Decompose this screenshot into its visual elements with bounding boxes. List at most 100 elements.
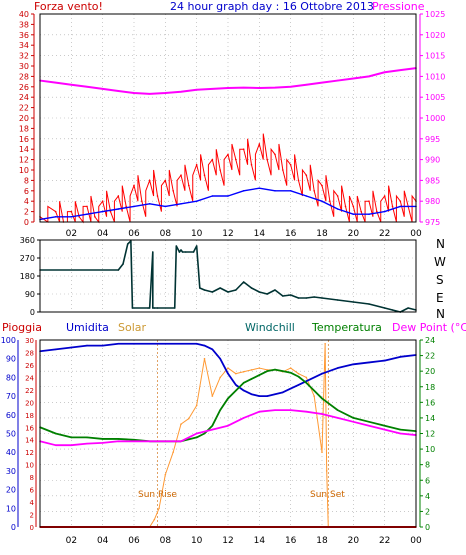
series-pressure-point <box>336 79 339 82</box>
wind-gust-point <box>321 184 323 187</box>
panel3-x-tick-label: 14 <box>254 536 266 546</box>
series-humidity-point <box>117 342 120 345</box>
wind-gust-point <box>297 179 300 182</box>
series-temperature-point <box>54 432 57 435</box>
series-pressure-point <box>54 81 57 84</box>
series-wind-direction-point <box>122 263 124 265</box>
series-wind-direction-point <box>227 291 229 293</box>
panel1-left-tick-label: 20 <box>19 114 29 123</box>
series-humidity-point <box>321 372 323 375</box>
series-temperature-point <box>242 382 245 384</box>
series-wind-avg-point <box>54 216 57 218</box>
series-dewpoint-point <box>180 440 182 443</box>
wind-gust-point <box>289 164 292 166</box>
series-humidity-point <box>383 359 386 362</box>
solar-axis-title: Solar <box>118 321 147 334</box>
series-pressure-point <box>148 93 151 95</box>
series-temperature-point <box>211 424 214 427</box>
series-wind-direction-point <box>242 281 245 283</box>
series-solar-point <box>180 423 182 425</box>
panel3-x-tick-label: 04 <box>97 536 109 546</box>
panel1-right-tick-label: 1020 <box>425 31 445 40</box>
panel1-x-tick-label: 18 <box>316 229 328 239</box>
wind-gust-point <box>70 210 73 213</box>
series-temperature-point <box>352 417 355 419</box>
humidity-axis-title: Umidita <box>66 321 109 334</box>
series-humidity-point <box>70 346 73 349</box>
wind-gust-point <box>141 200 143 202</box>
series-temperature-point <box>368 421 370 423</box>
series-humidity-point <box>235 384 237 386</box>
series-wind-direction-point <box>235 289 237 291</box>
series-temperature-point <box>258 374 261 376</box>
series-solar-point <box>289 367 292 369</box>
wind-gust-point <box>148 179 151 182</box>
series-dewpoint-point <box>321 413 323 415</box>
panel1-frame <box>39 13 417 223</box>
panel3-rain-tick-label: 0 <box>30 524 34 532</box>
panel2-left-tick-label: 180 <box>20 272 35 281</box>
series-wind-direction-point <box>180 249 182 251</box>
panel3-humidity-tick-label: 20 <box>6 486 16 495</box>
series-wind-direction-point <box>407 307 409 309</box>
series-wind-direction-point <box>219 287 221 289</box>
series-wind-avg-point <box>101 210 104 213</box>
wind-gust-point <box>172 190 174 192</box>
panel3-temp-tick-label: 4 <box>425 492 430 501</box>
panel1-left-tick-label: 0 <box>24 218 29 227</box>
series-layer <box>39 67 417 528</box>
panel1-right-tick-label: 1025 <box>425 10 445 19</box>
series-humidity-point <box>258 395 261 397</box>
panel3-temp-tick-label: 8 <box>425 461 430 470</box>
panel3-temp-tick-label: 2 <box>425 507 430 516</box>
series-pressure-point <box>164 92 167 94</box>
series-pressure-point <box>305 83 308 86</box>
panel1-x-tick-label: 06 <box>128 229 140 239</box>
panel1-left-tick-label: 38 <box>19 20 29 29</box>
series-dewpoint-point <box>211 428 214 431</box>
wind-gust-point <box>258 143 261 145</box>
series-solar-point <box>153 518 156 521</box>
series-wind-direction-point <box>126 243 129 245</box>
panel1-right-tick-label: 985 <box>425 176 440 185</box>
series-wind-avg-point <box>399 205 402 208</box>
series-humidity-point <box>274 393 276 396</box>
panel1-left-tick-label: 24 <box>19 93 29 102</box>
wind-gust-point <box>195 164 198 166</box>
series-pressure-point <box>227 87 229 89</box>
series-humidity-point <box>266 395 268 397</box>
series-temperature-point <box>227 397 229 400</box>
panel3-x-tick-label: 22 <box>379 536 390 546</box>
panel3-temp-tick-label: 16 <box>425 398 435 407</box>
series-solar-point <box>188 417 190 420</box>
series-wind-direction-point <box>148 307 151 309</box>
panel1-x-tick-label: 16 <box>285 229 297 239</box>
series-temperature-point <box>133 438 135 441</box>
wind-gust-point <box>164 179 167 182</box>
series-temperature-point <box>219 409 221 411</box>
series-temperature-point <box>313 389 315 392</box>
panel1-left-tick-label: 18 <box>19 124 29 133</box>
series-humidity-point <box>282 391 284 394</box>
series-temperature-point <box>282 370 284 372</box>
panel3-rain-tick-label: 2 <box>30 512 34 520</box>
series-wind-direction-point <box>297 297 300 299</box>
wind-gust-point <box>368 200 370 202</box>
series-pressure-point <box>117 90 120 92</box>
series-wind-avg-point <box>86 213 88 215</box>
series-pressure-point <box>86 86 88 88</box>
series-wind-avg-point <box>70 216 73 218</box>
series-wind-avg-point <box>148 203 151 205</box>
series-solar-point <box>305 376 308 379</box>
series-dewpoint-point <box>352 421 355 423</box>
wind-gust-point <box>305 174 308 176</box>
series-dewpoint-point <box>368 424 370 427</box>
series-wind-avg-point <box>383 210 386 213</box>
panel3-humidity-tick-label: 10 <box>6 504 16 513</box>
panel1-left-tick-label: 32 <box>19 52 29 61</box>
series-humidity-point <box>352 363 355 366</box>
axes-layer: 0246810121416182022242628303234363840975… <box>1 10 446 546</box>
panel3-rain-tick-label: 4 <box>30 499 35 507</box>
panel3-x-tick-label: 16 <box>285 536 297 546</box>
wind-gust-point <box>242 148 245 150</box>
